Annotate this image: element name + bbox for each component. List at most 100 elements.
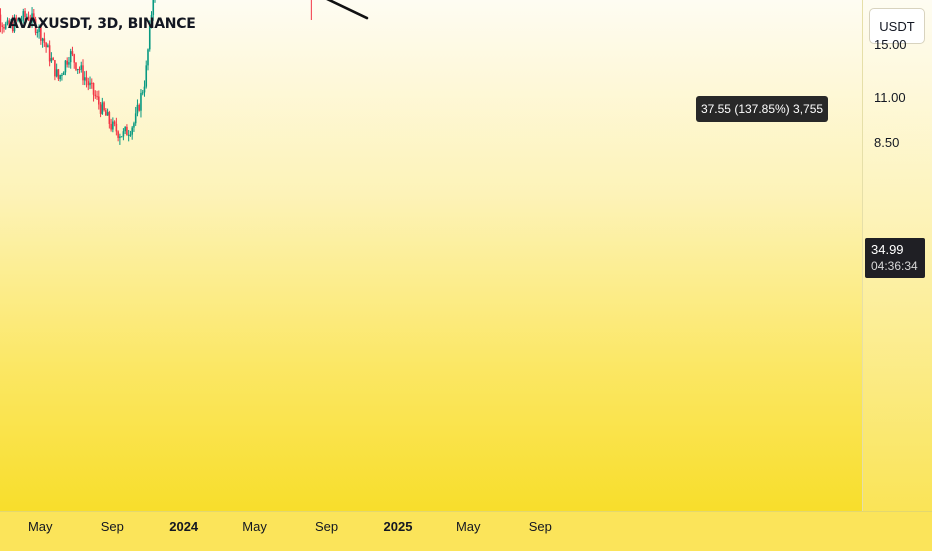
candle-body xyxy=(20,20,23,22)
candle-body xyxy=(126,126,128,136)
candle-body xyxy=(34,19,37,33)
candle-body xyxy=(145,65,148,87)
candle-body xyxy=(75,62,77,70)
candle-body xyxy=(25,16,28,18)
candle-body xyxy=(31,13,33,22)
candle-body xyxy=(129,134,132,136)
time-tick-label: May xyxy=(455,519,481,534)
time-tick-label: Sep xyxy=(100,519,124,534)
candle-body xyxy=(57,69,60,80)
candle-body xyxy=(18,18,21,21)
candle-body xyxy=(6,20,9,24)
candle-body xyxy=(62,72,65,76)
candle-body xyxy=(4,23,7,29)
candle-body xyxy=(15,17,18,21)
candle-body xyxy=(73,54,76,63)
candle-body xyxy=(69,51,72,63)
candle-body xyxy=(141,92,144,94)
candle-body xyxy=(101,102,104,114)
candle-body xyxy=(108,112,111,124)
candle-body xyxy=(120,136,123,138)
time-tick-label: 2025 xyxy=(383,519,413,534)
candle-body xyxy=(140,93,142,111)
candle-body xyxy=(1,25,4,27)
candle-body xyxy=(66,60,68,65)
candle-body xyxy=(55,69,58,77)
candle-body xyxy=(103,102,105,111)
candle-body xyxy=(22,11,25,21)
measure-label: 37.55 (137.85%) 3,755 xyxy=(696,96,828,122)
candle-body xyxy=(115,123,118,132)
candle-body xyxy=(98,96,100,105)
candle-body xyxy=(133,123,135,128)
candle-body xyxy=(0,14,2,26)
candle-body xyxy=(13,17,16,32)
candle-body xyxy=(143,86,146,93)
candle-body xyxy=(64,60,67,73)
candle-body xyxy=(92,82,95,95)
candle-body xyxy=(85,77,88,82)
currency-selector[interactable]: USDT xyxy=(869,8,925,44)
time-tick-label: Sep xyxy=(314,519,339,534)
axis-corner xyxy=(862,511,932,551)
candle-body xyxy=(96,96,98,98)
candle-body xyxy=(119,136,121,138)
candle-body xyxy=(131,127,133,135)
candle-body xyxy=(8,20,11,27)
candle-body xyxy=(124,126,126,132)
candle-body xyxy=(90,82,93,84)
candle-body xyxy=(112,121,114,130)
candle-body xyxy=(38,26,40,32)
candle-body xyxy=(94,94,97,97)
candle-body xyxy=(138,104,141,111)
candle-body xyxy=(54,60,56,77)
candle-body xyxy=(147,49,149,66)
candle-body xyxy=(48,45,51,62)
candle-body xyxy=(24,11,26,17)
current-price-tag: 34.99 04:36:34 xyxy=(865,238,925,278)
candle-body xyxy=(152,0,155,15)
candle-body xyxy=(87,81,90,86)
candle-body xyxy=(59,75,61,80)
candle-body xyxy=(17,18,19,21)
candle-body xyxy=(71,51,74,55)
candle-body xyxy=(11,21,14,32)
candle-body xyxy=(47,45,49,48)
time-tick-label: 2024 xyxy=(169,519,199,534)
bar-countdown: 04:36:34 xyxy=(871,259,918,273)
candle-body xyxy=(89,82,91,86)
candle-body xyxy=(127,134,130,136)
price-tick-label: 11.00 xyxy=(874,90,906,106)
time-axis[interactable] xyxy=(0,511,862,551)
candle-body xyxy=(80,65,83,70)
candle-body xyxy=(106,112,109,116)
candle-body xyxy=(134,113,137,124)
price-chart[interactable] xyxy=(0,0,862,511)
candle-body xyxy=(45,42,47,48)
price-tick-label: 20.00 xyxy=(874,0,907,2)
candle-body xyxy=(29,20,32,22)
candle-body xyxy=(68,62,70,65)
candle-body xyxy=(122,131,125,137)
candle-body xyxy=(83,77,86,81)
candle-body xyxy=(78,69,81,71)
candle-body xyxy=(113,121,116,124)
time-tick-label: May xyxy=(27,519,53,534)
candle-body xyxy=(110,123,112,130)
chart-area[interactable] xyxy=(0,0,862,511)
candle-body xyxy=(10,21,12,27)
time-tick-label: May xyxy=(242,519,267,534)
price-tick-label: 8.50 xyxy=(874,134,900,150)
candle-body xyxy=(150,14,153,25)
candle-body xyxy=(36,31,39,33)
candle-body xyxy=(40,26,42,41)
candle-body xyxy=(76,69,79,71)
candle-body xyxy=(27,16,30,21)
candle-body xyxy=(82,65,84,81)
candle-body xyxy=(43,38,46,43)
candle-body xyxy=(52,58,54,61)
symbol-title[interactable]: AVAXUSDT, 3D, BINANCE xyxy=(8,16,196,32)
candle-body xyxy=(148,24,151,50)
candle-body xyxy=(50,58,53,62)
time-tick-label: Sep xyxy=(528,519,552,534)
